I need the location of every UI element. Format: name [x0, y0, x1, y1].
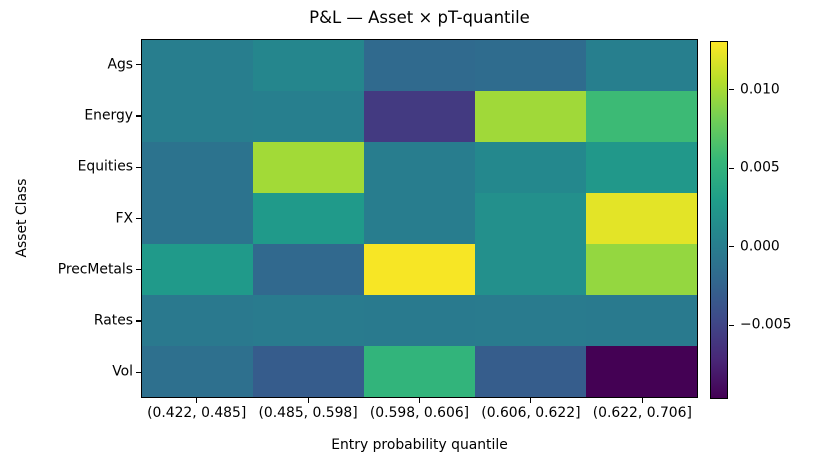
heatmap-cell: [142, 244, 253, 295]
heatmap-cell: [586, 295, 697, 346]
y-tick-label: Vol: [112, 363, 133, 380]
heatmap-cell: [364, 295, 475, 346]
y-tick-label: FX: [115, 210, 133, 226]
heatmap-cell: [253, 40, 364, 91]
x-tick-mark: [418, 398, 421, 403]
y-tick-label: PrecMetals: [57, 261, 133, 278]
heatmap-cell: [475, 244, 586, 295]
x-tick-label: (0.485, 0.598]: [258, 405, 358, 421]
x-axis-label: Entry probability quantile: [331, 437, 508, 453]
y-tick-mark: [136, 64, 141, 66]
heatmap-cell: [364, 193, 475, 244]
y-axis-label: Asset Class: [14, 178, 30, 258]
heatmap-cell: [475, 142, 586, 193]
colorbar-tick-label: 0.000: [740, 238, 780, 255]
heatmap-cell: [475, 193, 586, 244]
y-tick-label: Ags: [107, 56, 133, 73]
heatmap: [141, 39, 698, 398]
heatmap-cell: [142, 295, 253, 346]
x-tick-label: (0.622, 0.706]: [592, 405, 692, 421]
x-tick-label: (0.606, 0.622]: [481, 405, 581, 421]
heatmap-cell: [586, 91, 697, 142]
heatmap-cell: [142, 91, 253, 142]
heatmap-cell: [142, 40, 253, 91]
heatmap-cell: [364, 91, 475, 142]
heatmap-cell: [475, 91, 586, 142]
y-tick-mark: [136, 371, 141, 373]
heatmap-cell: [142, 142, 253, 193]
y-tick-mark: [136, 320, 141, 322]
heatmap-cell: [586, 40, 697, 91]
colorbar-tick-mark: [729, 89, 734, 91]
heatmap-cell: [586, 193, 697, 244]
x-tick-mark: [196, 398, 198, 403]
y-tick-label: Rates: [93, 312, 133, 329]
colorbar-tick-label: −0.005: [740, 316, 792, 333]
heatmap-cell: [586, 244, 697, 295]
colorbar-tick-mark: [729, 246, 734, 248]
y-tick-label: Equities: [77, 158, 133, 175]
colorbar-tick-mark: [729, 324, 734, 326]
y-tick-label: Energy: [84, 107, 133, 124]
heatmap-cell: [253, 91, 364, 142]
x-tick-mark: [641, 398, 643, 403]
colorbar-tick-mark: [729, 167, 734, 169]
heatmap-cell: [253, 142, 364, 193]
x-tick-label: (0.598, 0.606]: [369, 405, 470, 421]
y-tick-mark: [136, 269, 141, 271]
heatmap-cell: [142, 346, 253, 397]
heatmap-cell: [586, 346, 697, 397]
heatmap-cell: [586, 142, 697, 193]
heatmap-cell: [364, 244, 475, 295]
chart-title: P&L — Asset × pT-quantile: [309, 8, 530, 27]
heatmap-cell: [253, 346, 364, 397]
heatmap-cell: [364, 346, 475, 397]
y-tick-mark: [136, 217, 141, 220]
heatmap-cell: [253, 295, 364, 346]
colorbar-tick-label: 0.005: [740, 159, 780, 176]
heatmap-cell: [475, 295, 586, 346]
heatmap-cell: [475, 346, 586, 397]
heatmap-cell: [475, 40, 586, 91]
x-tick-label: (0.422, 0.485]: [147, 405, 247, 421]
y-tick-mark: [136, 115, 141, 117]
colorbar-tick-label: 0.010: [740, 81, 780, 98]
heatmap-cell: [142, 193, 253, 244]
colorbar: [710, 41, 728, 399]
heatmap-cell: [364, 142, 475, 193]
x-tick-mark: [530, 398, 532, 403]
y-tick-mark: [136, 166, 141, 168]
heatmap-cell: [253, 193, 364, 244]
x-tick-mark: [307, 398, 309, 403]
heatmap-cell: [253, 244, 364, 295]
heatmap-cell: [364, 40, 475, 91]
